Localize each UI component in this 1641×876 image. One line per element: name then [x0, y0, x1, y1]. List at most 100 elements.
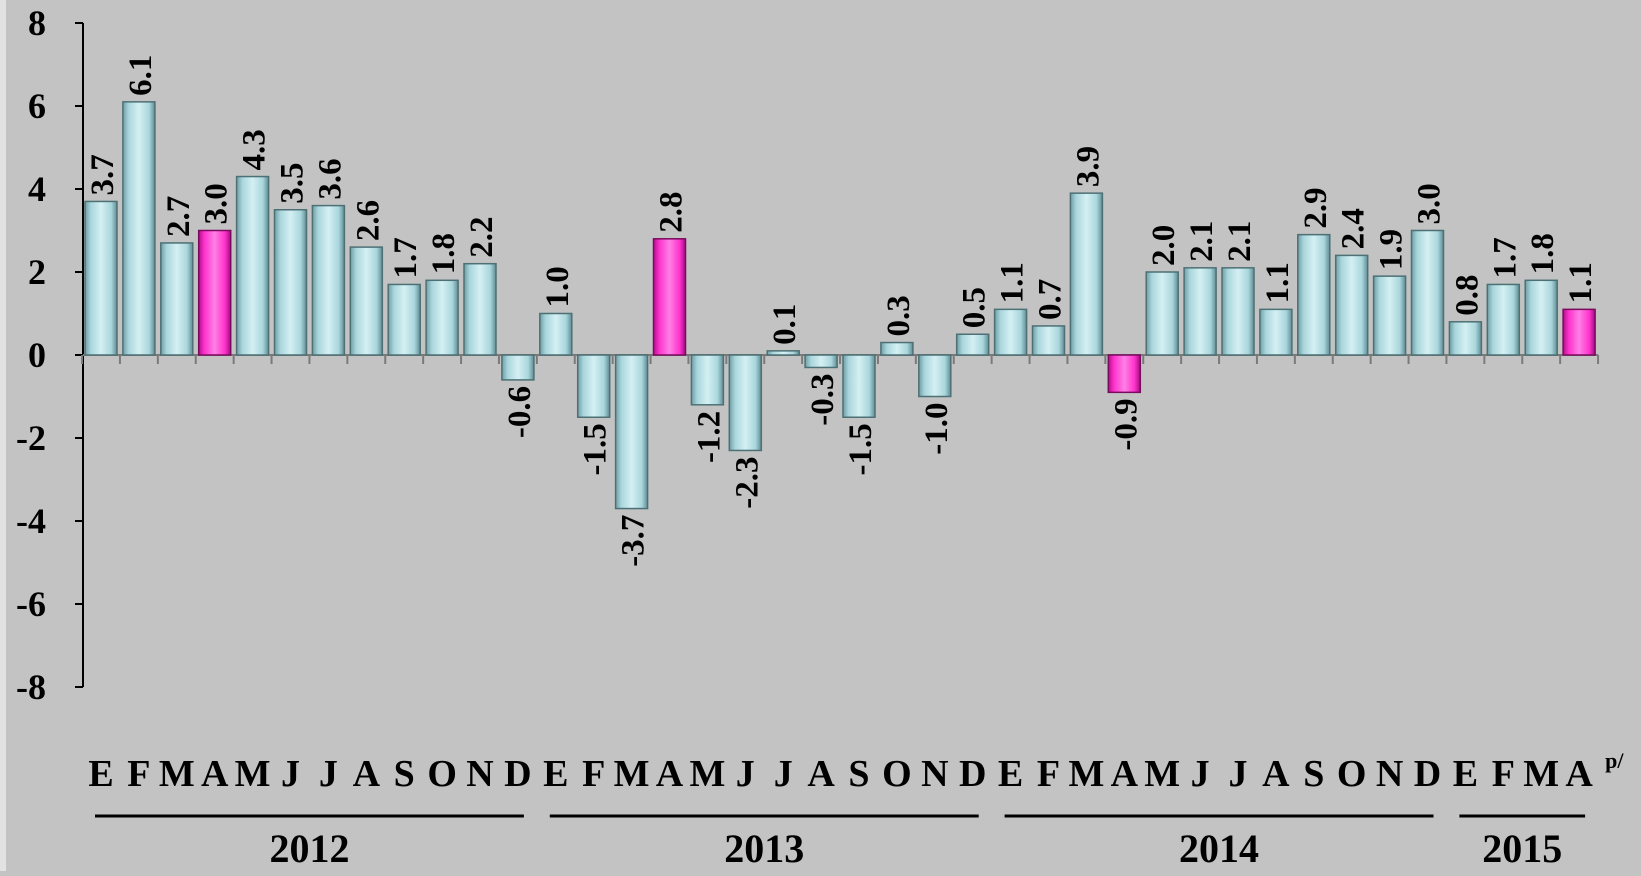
- bar-highlight: [197, 229, 232, 356]
- month-label: N: [466, 753, 493, 795]
- bar: [1145, 271, 1179, 356]
- bar: [160, 242, 194, 356]
- month-label: D: [1414, 753, 1441, 795]
- data-label: 1.9: [1374, 229, 1410, 270]
- month-label: E: [88, 753, 113, 795]
- bar: [880, 341, 914, 356]
- month-label: M: [235, 753, 271, 795]
- bar: [311, 204, 346, 356]
- data-label: 0.8: [1449, 275, 1485, 316]
- bar: [1334, 254, 1369, 356]
- month-label: O: [882, 753, 912, 795]
- month-label: D: [504, 753, 531, 795]
- month-label: J: [1191, 753, 1210, 795]
- bar-highlight: [1107, 354, 1142, 394]
- data-label: 3.7: [85, 154, 121, 195]
- month-label: J: [281, 753, 300, 795]
- bar: [1448, 321, 1483, 356]
- y-tick-label: 8: [28, 3, 46, 43]
- month-label: S: [848, 753, 869, 795]
- data-label: 3.9: [1070, 146, 1106, 187]
- data-label: 4.3: [237, 129, 273, 170]
- data-label: 2.4: [1336, 208, 1372, 249]
- data-label: 1.8: [1525, 233, 1561, 274]
- bar: [235, 175, 270, 356]
- month-label: F: [127, 753, 150, 795]
- month-label: N: [1376, 753, 1403, 795]
- year-label: 2013: [724, 826, 804, 871]
- data-label: 2.2: [464, 216, 500, 257]
- bar: [766, 350, 800, 356]
- month-label: A: [201, 753, 229, 795]
- y-tick-label: -6: [16, 584, 46, 624]
- month-label: A: [1565, 753, 1593, 795]
- bar: [1297, 233, 1331, 356]
- data-label: 2.1: [1222, 221, 1258, 262]
- y-tick-label: 0: [28, 335, 46, 375]
- data-label: 1.1: [995, 262, 1031, 303]
- month-label: F: [1037, 753, 1060, 795]
- bar: [463, 262, 497, 356]
- bars: [84, 101, 1596, 510]
- footnote-label: p/: [1605, 748, 1624, 773]
- data-label: 3.6: [312, 158, 348, 199]
- y-tick-label: 2: [28, 252, 46, 292]
- year-label: 2015: [1482, 826, 1562, 871]
- data-label: 1.1: [1260, 262, 1296, 303]
- month-label: M: [1144, 753, 1180, 795]
- bar: [1410, 229, 1445, 356]
- month-label: M: [1068, 753, 1104, 795]
- bar: [1221, 267, 1255, 356]
- data-label: -2.3: [729, 456, 765, 508]
- data-label: -1.5: [843, 423, 879, 475]
- data-label: 2.7: [161, 196, 197, 237]
- month-label: M: [159, 753, 195, 795]
- data-label: 3.0: [199, 183, 235, 224]
- y-tick-label: 6: [28, 86, 46, 126]
- bar: [728, 354, 763, 452]
- data-label: -0.6: [502, 386, 538, 438]
- month-label: S: [1303, 753, 1324, 795]
- y-tick-label: -2: [16, 418, 46, 458]
- month-label: A: [1262, 753, 1290, 795]
- year-label: 2014: [1179, 826, 1259, 871]
- month-label: E: [1453, 753, 1478, 795]
- data-label: 0.5: [957, 287, 993, 328]
- data-label: 1.8: [426, 233, 462, 274]
- data-label: 2.0: [1146, 225, 1182, 266]
- data-label: 0.7: [1033, 279, 1069, 320]
- bar: [1069, 192, 1104, 356]
- month-label: N: [921, 753, 948, 795]
- bar: [993, 308, 1028, 356]
- bar: [842, 354, 876, 418]
- month-label: A: [656, 753, 684, 795]
- bar: [690, 354, 725, 406]
- month-label: A: [353, 753, 381, 795]
- bar: [1486, 283, 1521, 356]
- bar: [955, 333, 990, 356]
- month-label: M: [614, 753, 650, 795]
- data-label: 1.1: [1563, 262, 1599, 303]
- month-label: M: [1523, 753, 1559, 795]
- month-label: F: [582, 753, 605, 795]
- data-label: 2.6: [350, 200, 386, 241]
- bar: [614, 354, 649, 510]
- bar: [804, 354, 838, 369]
- data-label: 3.0: [1412, 183, 1448, 224]
- month-label: S: [394, 753, 415, 795]
- bar: [1031, 325, 1066, 356]
- bar: [1259, 308, 1293, 356]
- bar: [122, 101, 156, 356]
- data-label: -1.2: [691, 411, 727, 463]
- bar: [425, 279, 459, 356]
- bar: [387, 283, 421, 356]
- y-tick-label: -8: [16, 667, 46, 707]
- data-label: 0.1: [767, 304, 803, 345]
- data-label: -3.7: [616, 515, 652, 567]
- bar: [273, 209, 308, 356]
- bar: [1372, 275, 1407, 356]
- month-label: O: [1337, 753, 1367, 795]
